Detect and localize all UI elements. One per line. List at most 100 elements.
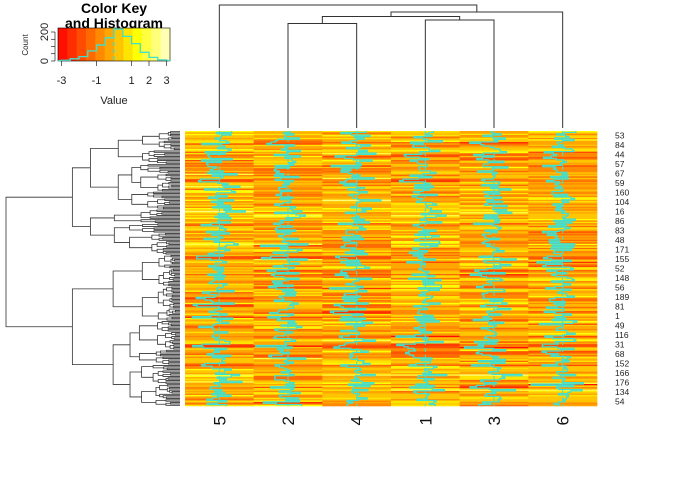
heatmap-cell (528, 213, 598, 216)
dendrogram-branch (153, 150, 180, 153)
heatmap-cell (528, 353, 598, 356)
row-label: 31 (615, 339, 625, 349)
trace-line (395, 131, 448, 406)
heatmap-cell (459, 219, 529, 221)
heatmap-cell (322, 283, 392, 286)
heatmap-cell (459, 253, 529, 256)
heatmap-cell (459, 374, 529, 377)
heatmap-cell (528, 186, 598, 188)
dendrogram-branch (151, 234, 160, 240)
heatmap-cell (253, 256, 323, 258)
heatmap-cell (253, 359, 323, 361)
heatmap-cell (391, 333, 460, 335)
dendrogram-branch (169, 389, 180, 393)
heatmap-cell (185, 135, 254, 137)
dendrogram-branch (157, 199, 165, 204)
dendrogram-branch (171, 297, 180, 300)
heatmap-cell (322, 225, 392, 228)
heatmap-cell (322, 353, 392, 356)
heatmap-cell (391, 346, 460, 349)
row-label: 155 (615, 254, 629, 264)
heatmap-cell (391, 360, 460, 363)
heatmap-cell (185, 340, 254, 342)
column-dendrogram (218, 4, 564, 128)
dendrogram-branch (155, 400, 166, 405)
dendrogram-branch (218, 4, 478, 128)
dendrogram-branch (170, 255, 180, 258)
dendrogram-branch (157, 312, 167, 320)
heatmap-cell (459, 379, 529, 382)
heatmap-cell (528, 135, 598, 137)
heatmap-cell (459, 234, 529, 236)
heatmap-cell (322, 150, 392, 152)
heatmap-cell (459, 162, 529, 165)
heatmap-cell (391, 401, 460, 404)
heatmap-cell (322, 169, 392, 172)
dendrogram-branch (165, 381, 180, 384)
key-color-bin (123, 28, 134, 61)
heatmap-cell (528, 276, 598, 279)
dendrogram-branch (159, 167, 180, 170)
key-color-bin (67, 28, 78, 61)
dendrogram-branch (161, 327, 169, 331)
heatmap-cell (459, 212, 529, 214)
heatmap-cell (185, 366, 254, 368)
heatmap-cell (253, 388, 323, 390)
dendrogram-branch (170, 179, 180, 182)
heatmap-cell (185, 186, 254, 188)
trace-line (530, 131, 584, 406)
heatmap-cell (528, 386, 598, 389)
dendrogram-branch (129, 332, 140, 358)
heatmap-cell (528, 333, 598, 335)
heatmap-cell (322, 269, 392, 272)
heatmap-cell (459, 254, 529, 257)
heatmap-cell (322, 381, 392, 383)
heatmap-cell (322, 304, 392, 306)
heatmap-cell (322, 331, 392, 334)
heatmap-cell (459, 227, 529, 229)
dendrogram-branch (168, 182, 180, 185)
heatmap-cell (459, 179, 529, 181)
dendrogram-branch (158, 141, 165, 147)
heatmap-cell (253, 309, 323, 312)
heatmap-cell (391, 289, 460, 291)
heatmap-cell (459, 143, 529, 146)
dendrogram-branch (159, 354, 180, 357)
heatmap-cell (253, 142, 323, 144)
heatmap-cell (528, 401, 598, 404)
dendrogram-branch (162, 237, 180, 240)
heatmap-cell (185, 324, 254, 327)
heatmap-cell (322, 282, 392, 284)
heatmap-cell (322, 170, 392, 173)
dendrogram-branch (117, 139, 143, 158)
trace-line (329, 131, 382, 406)
dendrogram-branch (159, 393, 180, 398)
heatmap-cell (528, 234, 598, 236)
dendrogram-branch (171, 136, 180, 139)
dendrogram-branch (165, 341, 171, 348)
dendrogram-branch (162, 182, 169, 188)
dendrogram-branch (170, 134, 180, 137)
dendrogram-branch (162, 189, 180, 192)
dendrogram-branch (166, 310, 170, 316)
dendrogram-branch (112, 270, 143, 308)
key-x-tick-label: 3 (163, 75, 169, 87)
dendrogram-branch (147, 201, 158, 208)
dendrogram-branch (172, 290, 180, 293)
dendrogram-branch (161, 195, 180, 199)
dendrogram-branch (166, 241, 180, 245)
heatmap-cell (391, 177, 460, 180)
dendrogram-branch (153, 191, 180, 194)
heatmap-cell (322, 148, 392, 151)
row-label: 83 (615, 226, 625, 236)
heatmap-cell (253, 227, 323, 229)
color-key: Color Key and Histogram -3 -1 1 2 3 0 200 Valu… (21, 0, 171, 107)
heatmap-cell (528, 183, 598, 185)
heatmap-cell (391, 155, 460, 158)
key-color-bin (76, 28, 87, 61)
dendrogram-branch (170, 373, 180, 376)
heatmap-cell (459, 269, 529, 272)
dendrogram-branch (153, 230, 180, 233)
heatmap-cell (528, 239, 598, 242)
key-color-bin (160, 28, 171, 61)
